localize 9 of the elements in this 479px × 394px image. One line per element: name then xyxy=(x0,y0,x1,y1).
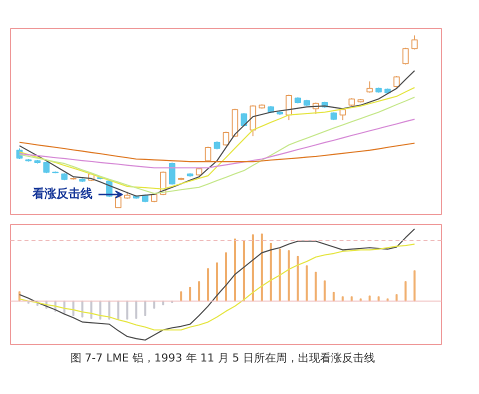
candlestick xyxy=(402,47,409,65)
candlestick xyxy=(411,34,418,50)
candlestick xyxy=(393,76,400,88)
annotation: 看涨反击线 xyxy=(32,186,92,200)
candlestick xyxy=(222,131,230,146)
candlestick xyxy=(286,94,292,121)
caption: 图 7-7 LME 铝，1993 年 11 月 5 日所在周，出现看涨反击线 xyxy=(70,352,375,364)
candlestick xyxy=(250,104,256,137)
candlestick xyxy=(204,146,212,162)
